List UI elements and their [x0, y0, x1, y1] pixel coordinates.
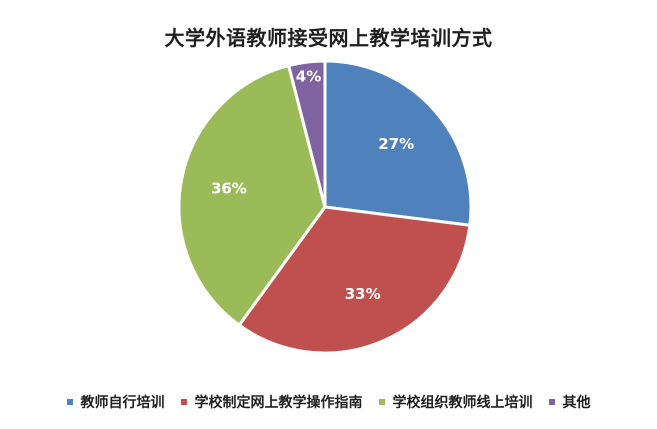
legend-item: 教师自行培训 — [66, 392, 165, 412]
legend-item: 学校制定网上教学操作指南 — [180, 392, 363, 412]
chart-title: 大学外语教师接受网上教学培训方式 — [164, 26, 493, 50]
legend-swatch — [180, 399, 187, 405]
legend-item: 学校组织教师线上培训 — [378, 392, 533, 412]
legend-item: 其他 — [548, 392, 591, 412]
pie-slice — [177, 64, 327, 327]
legend-label: 其他 — [562, 395, 591, 411]
pie-slice — [237, 205, 472, 355]
legend-swatch — [548, 399, 555, 405]
pie-data-label: 33% — [345, 285, 381, 303]
pie-data-label: 36% — [211, 180, 247, 198]
pie-slices — [177, 59, 473, 355]
legend-swatch — [66, 399, 73, 405]
pie-data-labels: 27% 33% 36% 4% — [211, 68, 414, 304]
legend-label: 学校制定网上教学操作指南 — [194, 395, 363, 411]
legend-swatch — [378, 399, 385, 405]
legend-label: 学校组织教师线上培训 — [392, 395, 533, 411]
pie-data-label: 4% — [296, 68, 321, 86]
pie-slice — [287, 59, 327, 209]
pie-data-label: 27% — [378, 135, 414, 153]
pie-slice — [323, 59, 473, 227]
chart-legend: 教师自行培训 学校制定网上教学操作指南 学校组织教师线上培训 其他 — [0, 392, 657, 412]
legend-label: 教师自行培训 — [80, 395, 165, 411]
